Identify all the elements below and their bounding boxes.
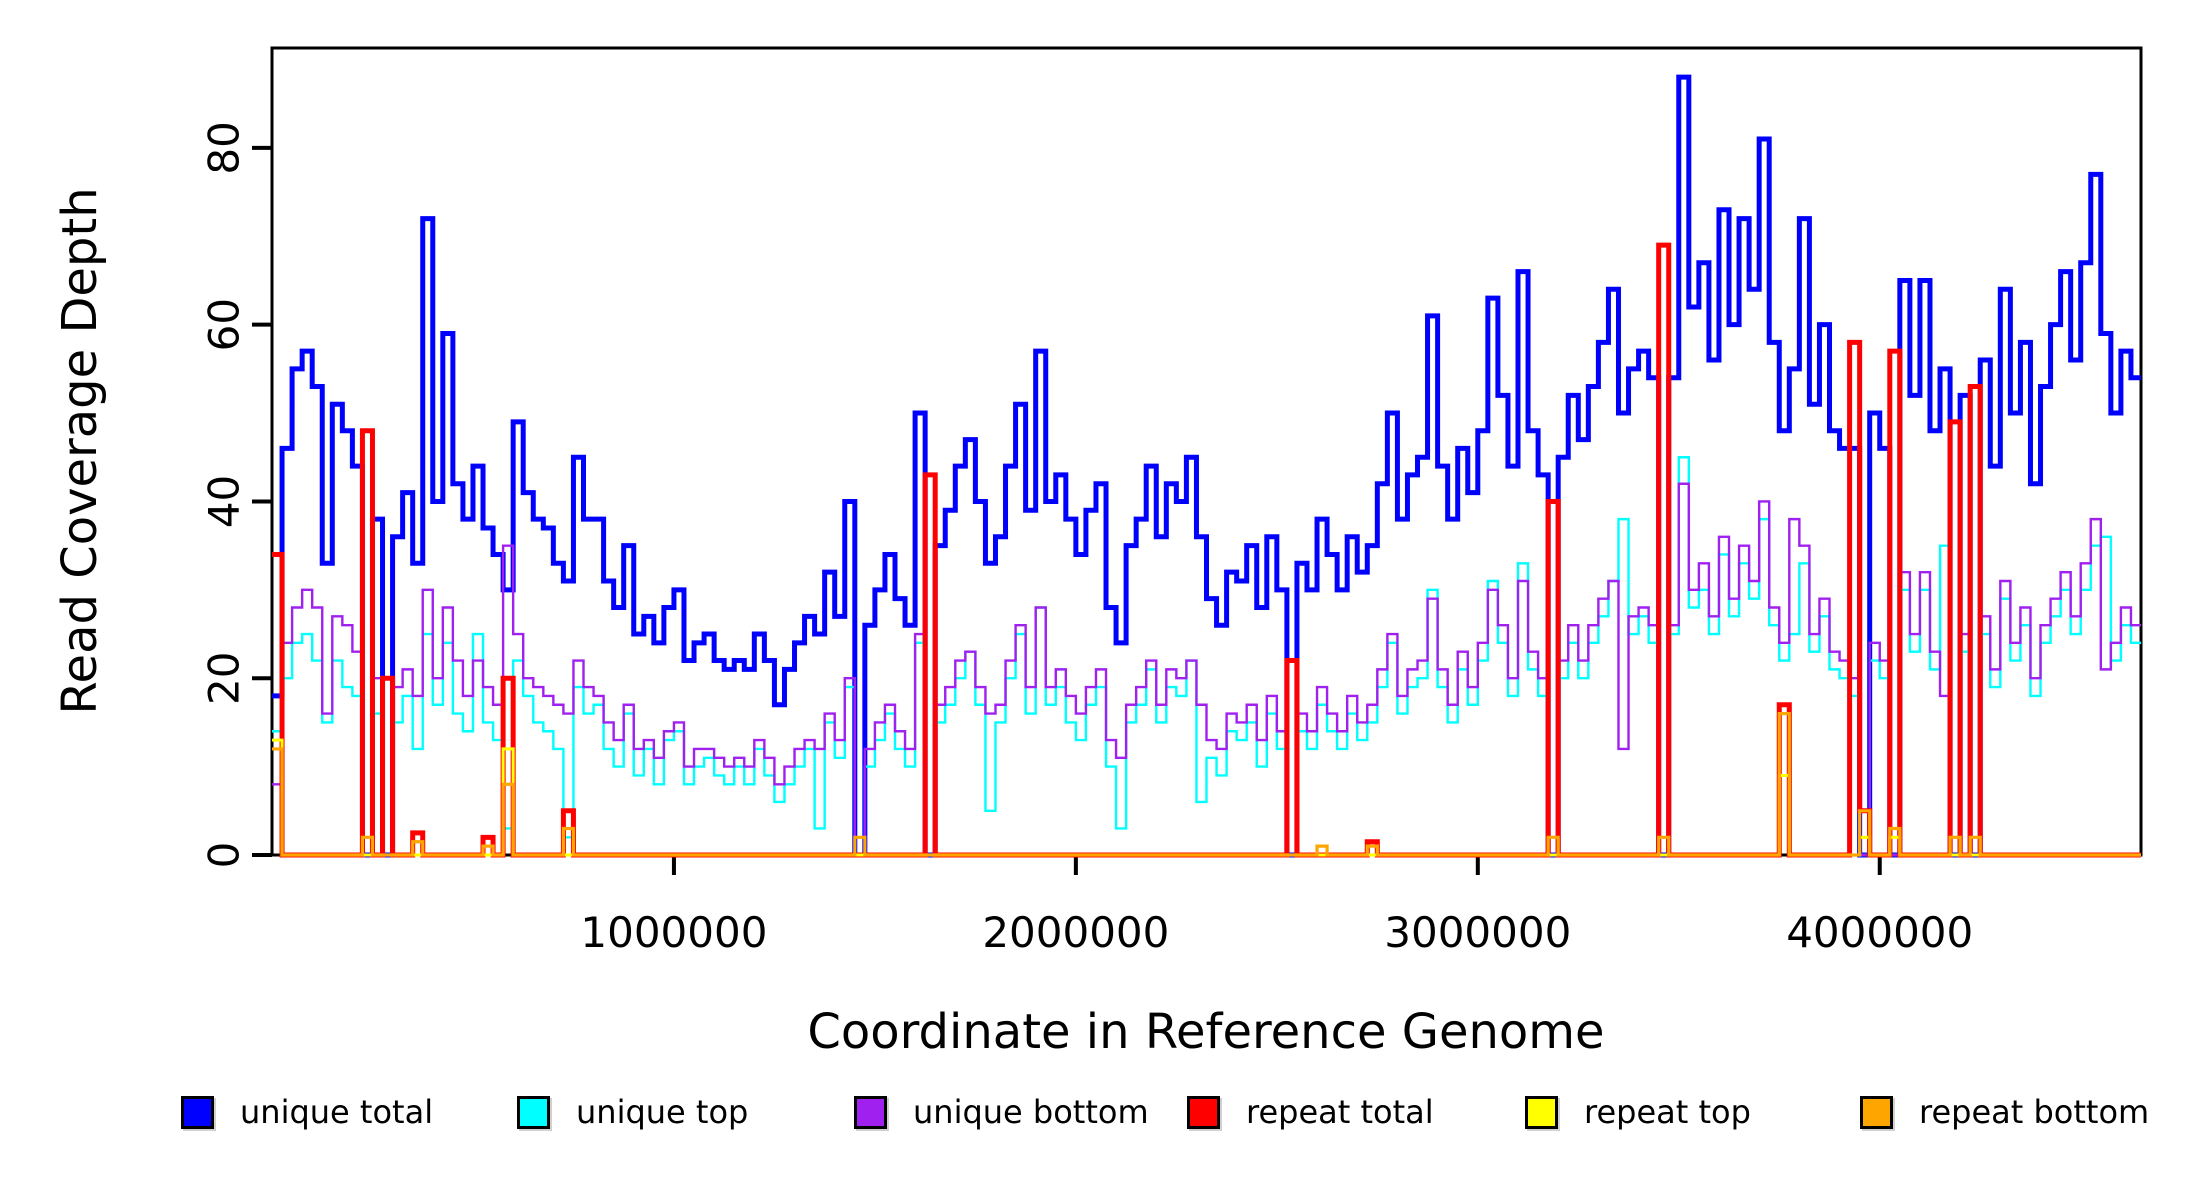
- y-tick-label: 80: [200, 121, 249, 174]
- series-unique-bottom-line: [272, 482, 2141, 857]
- y-tick-label: 60: [200, 298, 249, 351]
- x-tick-label: 2000000: [982, 908, 1169, 957]
- series-repeat-bottom-line: [272, 711, 2141, 857]
- x-tick-label: 4000000: [1786, 908, 1973, 957]
- y-tick-label: 20: [200, 651, 249, 704]
- y-tick-label: 40: [200, 475, 249, 528]
- y-tick-label: 0: [200, 842, 249, 869]
- y-axis-title: Read Coverage Depth: [52, 187, 108, 715]
- x-tick-label: 1000000: [580, 908, 767, 957]
- x-tick-label: 3000000: [1384, 908, 1571, 957]
- series-unique-total-line: [272, 74, 2141, 858]
- x-axis-title: Coordinate in Reference Genome: [807, 1004, 1605, 1060]
